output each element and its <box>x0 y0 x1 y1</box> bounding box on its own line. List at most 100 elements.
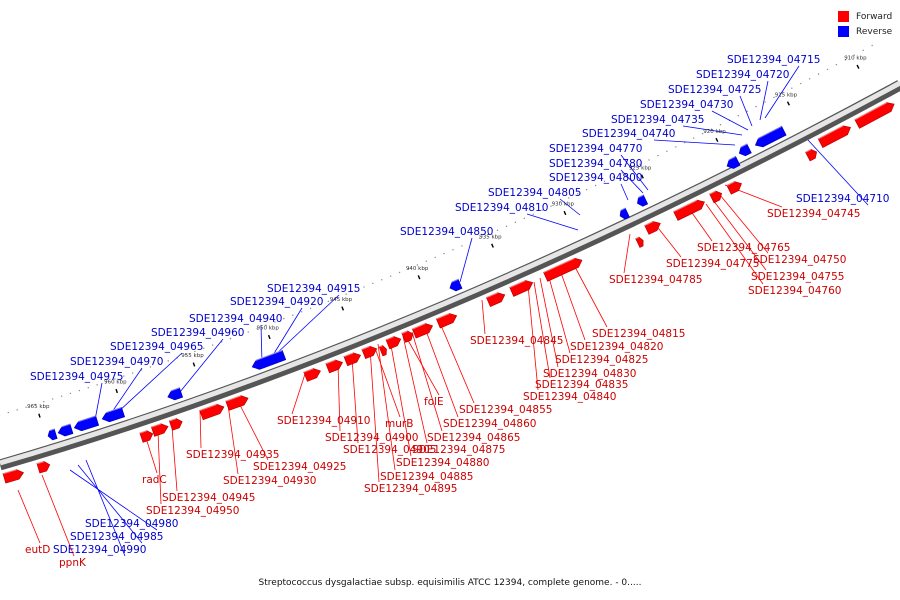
gene-shine <box>509 279 526 288</box>
reverse-gene-label: SDE12394_04715 <box>727 54 820 66</box>
leader-line <box>705 203 764 285</box>
legend-reverse-label: Reverse <box>856 26 893 37</box>
genome-backbone-highlight <box>0 80 900 466</box>
leader-line <box>719 194 769 254</box>
tick-mark <box>267 334 271 340</box>
reverse-gene-label: SDE12394_04985 <box>70 531 163 543</box>
ring-dot <box>853 54 855 56</box>
leader-line <box>404 334 440 396</box>
ring-dot <box>826 68 829 71</box>
leader-line <box>539 277 559 368</box>
ring-dot <box>114 378 116 380</box>
forward-gene-label: SDE12394_04935 <box>186 449 279 461</box>
ring-dot <box>541 209 543 211</box>
leader-line <box>239 404 269 461</box>
ring-dot <box>105 381 107 383</box>
tick-label: 910 kbp <box>844 56 867 62</box>
ring-dot <box>701 132 704 135</box>
leader-line <box>533 281 551 379</box>
forward-gene-label: SDE12394_04945 <box>162 492 255 504</box>
ring-dot <box>158 363 161 365</box>
ring-dot <box>96 384 98 386</box>
ring-dot <box>372 282 374 285</box>
gene-shine <box>854 101 887 121</box>
leader-line <box>260 324 263 364</box>
tick-mark <box>715 137 719 143</box>
ring-dot <box>309 307 312 310</box>
gene-shine <box>411 322 426 330</box>
tick-label: 920 kbp <box>703 129 726 135</box>
reverse-gene-label: SDE12394_04720 <box>696 69 789 81</box>
reverse-gene-label: SDE12394_04800 <box>549 172 642 184</box>
leader-line <box>459 237 473 283</box>
leader-line <box>439 322 475 404</box>
gene-shine <box>361 345 370 351</box>
ring-dot <box>167 360 169 362</box>
ring-dot <box>639 163 641 165</box>
reverse-gene-label: SDE12394_04850 <box>400 226 493 238</box>
leader-line <box>291 373 306 415</box>
figure-caption: Streptococcus dysgalactiae subsp. equisi… <box>258 578 642 588</box>
reverse-gene-label: SDE12394_04710 <box>796 193 889 205</box>
reverse-gene-label: SDE12394_04980 <box>85 518 178 530</box>
forward-gene-label: ppnK <box>59 557 87 569</box>
leader-line <box>157 431 162 505</box>
leader-line <box>547 273 571 354</box>
ring-dot <box>871 44 873 47</box>
leader-line <box>274 294 340 356</box>
gene-shine <box>617 207 626 213</box>
ring-dot <box>621 172 624 174</box>
gene-shine <box>543 257 575 273</box>
gene-shine <box>401 330 408 334</box>
gene-shine <box>673 199 698 213</box>
tick-mark <box>115 388 118 394</box>
leader-line <box>109 367 143 416</box>
ring-dot <box>265 324 267 327</box>
forward-gene <box>709 190 722 204</box>
ring-dot <box>773 96 775 99</box>
gene-shine <box>100 406 122 415</box>
forward-gene-label: folE <box>424 396 444 408</box>
gene-shine <box>736 143 748 150</box>
ring-dot <box>425 260 427 262</box>
ring-dot <box>755 105 757 108</box>
ring-dot <box>52 398 54 400</box>
reverse-gene-label: SDE12394_04805 <box>488 187 581 199</box>
forward-gene-label: SDE12394_04785 <box>609 274 702 286</box>
tick-marks: 910 kbp 915 kbp 920 kbp 925 kbp 930 kbp 935 k… <box>27 56 867 418</box>
tick-label: 925 kbp <box>629 165 652 171</box>
tick-label: 940 kbp <box>406 266 429 272</box>
ring-dot <box>283 317 285 320</box>
forward-gene-label: SDE12394_04900 <box>325 432 418 444</box>
tick-mark <box>38 413 41 418</box>
tick-mark <box>786 101 790 106</box>
gene-shine <box>343 352 354 358</box>
gene-shine <box>378 344 383 348</box>
ring-dot <box>764 101 766 103</box>
reverse-gene-label: SDE12394_04920 <box>230 296 323 308</box>
reverse-gene-label: SDE12394_04770 <box>549 143 642 155</box>
leader-line <box>227 404 239 475</box>
leader-line <box>807 139 869 206</box>
tick-label: 935 kbp <box>479 234 502 240</box>
ring-dot <box>514 221 517 224</box>
forward-gene-label: SDE12394_04830 <box>543 368 636 380</box>
tick-label: 945 kbp <box>330 297 353 303</box>
ring-dot <box>657 154 659 157</box>
ring-dot <box>256 328 258 330</box>
gene-shine <box>724 155 736 163</box>
ring-dot <box>416 264 419 266</box>
leader-line <box>764 65 800 119</box>
label-leader-lines <box>17 65 869 557</box>
reverse-gene-label: SDE12394_04990 <box>53 544 146 556</box>
tick-label: 965 kbp <box>27 404 50 410</box>
tick-label: 930 kbp <box>552 202 575 208</box>
forward-gene-label: SDE12394_04745 <box>767 208 860 220</box>
gene-shine <box>817 125 844 140</box>
ring-dot <box>666 150 668 152</box>
ring-dot <box>550 205 552 207</box>
leader-line <box>689 209 713 242</box>
reverse-gene-label: SDE12394_04970 <box>70 356 163 368</box>
leader-line <box>402 335 428 444</box>
gene-shine <box>165 386 180 393</box>
